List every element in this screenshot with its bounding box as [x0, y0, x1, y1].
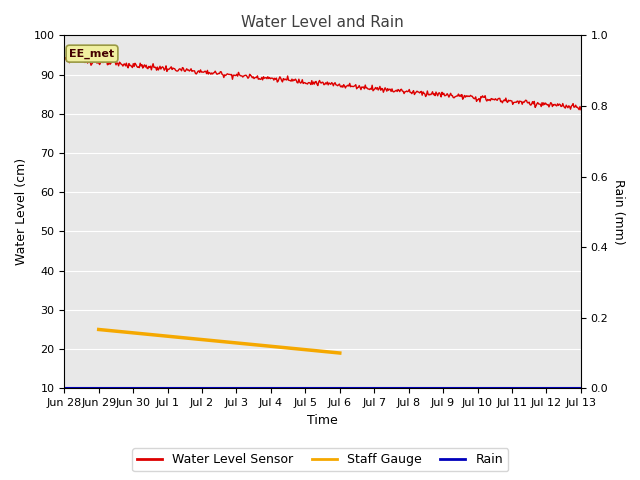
- Water Level Sensor: [65, 54, 72, 60]
- Legend: Water Level Sensor, Staff Gauge, Rain: Water Level Sensor, Staff Gauge, Rain: [132, 448, 508, 471]
- Text: EE_met: EE_met: [70, 48, 115, 59]
- Staff Gauge: [239, 341, 246, 347]
- Rain: [535, 385, 543, 391]
- Y-axis label: Water Level (cm): Water Level (cm): [15, 158, 28, 265]
- Rain: [368, 385, 376, 391]
- Rain: [326, 385, 334, 391]
- Rain: [60, 385, 68, 391]
- Line: Staff Gauge: Staff Gauge: [99, 329, 340, 353]
- Staff Gauge: [316, 348, 324, 354]
- Staff Gauge: [151, 332, 159, 338]
- Rain: [159, 385, 167, 391]
- Line: Water Level Sensor: Water Level Sensor: [64, 57, 581, 109]
- Rain: [180, 385, 188, 391]
- Staff Gauge: [95, 326, 102, 332]
- Water Level Sensor: [60, 58, 68, 63]
- Water Level Sensor: [153, 67, 161, 73]
- Staff Gauge: [336, 350, 344, 356]
- Rain: [577, 385, 585, 391]
- Staff Gauge: [141, 331, 149, 337]
- Water Level Sensor: [577, 107, 585, 112]
- Water Level Sensor: [406, 90, 414, 96]
- Y-axis label: Rain (mm): Rain (mm): [612, 179, 625, 245]
- Water Level Sensor: [295, 76, 303, 82]
- Water Level Sensor: [575, 107, 583, 112]
- Water Level Sensor: [194, 69, 202, 74]
- X-axis label: Time: Time: [307, 414, 338, 427]
- Staff Gauge: [324, 349, 332, 355]
- Water Level Sensor: [451, 95, 458, 101]
- Staff Gauge: [219, 339, 227, 345]
- Title: Water Level and Rain: Water Level and Rain: [241, 15, 404, 30]
- Water Level Sensor: [365, 86, 373, 92]
- Rain: [551, 385, 559, 391]
